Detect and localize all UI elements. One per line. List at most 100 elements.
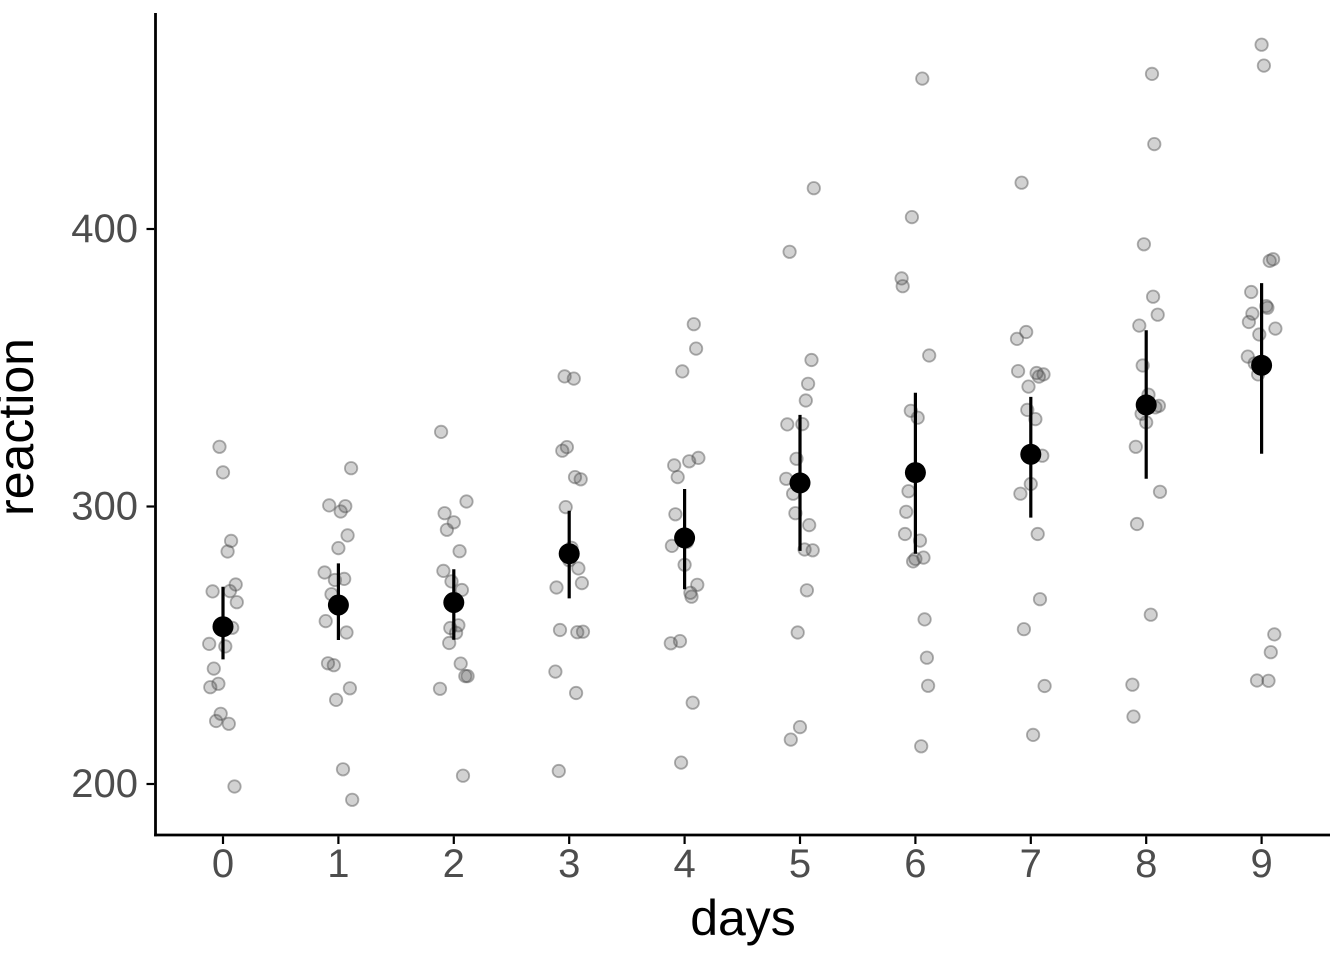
data-point bbox=[919, 650, 935, 665]
data-point bbox=[670, 469, 685, 485]
data-point bbox=[1143, 607, 1158, 622]
data-point bbox=[1252, 327, 1267, 342]
data-point bbox=[333, 504, 348, 519]
data-point bbox=[345, 792, 360, 807]
data-point bbox=[339, 625, 354, 640]
x-tick-label: 8 bbox=[1135, 842, 1157, 886]
data-point bbox=[1032, 592, 1048, 607]
data-point bbox=[691, 450, 706, 465]
data-point bbox=[667, 458, 682, 473]
data-point bbox=[555, 443, 570, 458]
data-point bbox=[446, 515, 461, 530]
data-point bbox=[331, 540, 346, 556]
data-point bbox=[432, 681, 448, 696]
x-axis-title: days bbox=[690, 890, 796, 946]
data-point bbox=[688, 341, 704, 356]
data-point bbox=[1254, 37, 1269, 52]
mean-point bbox=[558, 543, 580, 565]
data-point bbox=[915, 71, 930, 86]
y-axis-title: reaction bbox=[0, 338, 44, 516]
data-point bbox=[453, 656, 468, 671]
data-point bbox=[220, 544, 235, 559]
data-point bbox=[338, 499, 353, 514]
mean-point bbox=[443, 592, 465, 613]
x-tick-label: 2 bbox=[443, 842, 465, 886]
data-point bbox=[663, 636, 678, 651]
data-point bbox=[335, 762, 351, 777]
data-point bbox=[317, 565, 332, 580]
data-point bbox=[901, 484, 916, 499]
data-point bbox=[1019, 324, 1034, 340]
data-point bbox=[790, 625, 805, 640]
mean-errorbar-layer bbox=[212, 283, 1273, 660]
data-point bbox=[1262, 253, 1277, 268]
data-point bbox=[1010, 363, 1026, 379]
data-point bbox=[558, 499, 573, 515]
data-point bbox=[1261, 673, 1276, 688]
x-tick-label: 3 bbox=[558, 842, 580, 886]
data-point bbox=[905, 554, 921, 569]
data-point bbox=[551, 763, 566, 779]
data-point bbox=[455, 768, 471, 783]
data-point bbox=[575, 624, 591, 639]
data-point bbox=[1245, 306, 1260, 321]
data-point bbox=[224, 533, 239, 549]
data-point bbox=[920, 678, 936, 693]
data-point bbox=[203, 680, 218, 695]
data-point bbox=[782, 244, 797, 259]
data-point bbox=[1126, 709, 1141, 724]
x-tick-label: 4 bbox=[673, 842, 695, 886]
data-point bbox=[442, 635, 457, 651]
data-point bbox=[668, 507, 683, 522]
data-point bbox=[458, 668, 473, 684]
mean-point bbox=[1251, 354, 1273, 376]
data-point bbox=[917, 612, 932, 627]
data-point bbox=[1268, 321, 1283, 336]
data-point bbox=[799, 583, 815, 598]
data-point bbox=[897, 526, 913, 542]
data-point bbox=[570, 625, 585, 640]
data-point bbox=[228, 577, 243, 592]
x-tick-label: 5 bbox=[789, 842, 811, 886]
data-point bbox=[229, 595, 244, 610]
data-point bbox=[673, 755, 689, 770]
data-point bbox=[904, 210, 920, 225]
data-point bbox=[1014, 175, 1029, 190]
data-point bbox=[800, 376, 816, 391]
data-point bbox=[1263, 645, 1278, 660]
data-point bbox=[916, 550, 931, 565]
data-point bbox=[320, 656, 336, 671]
data-point bbox=[798, 393, 813, 408]
axes-layer: 200 300 400 0 1 2 3 4 5 6 7 8 9 bbox=[71, 13, 1330, 886]
data-point bbox=[567, 469, 583, 485]
data-point bbox=[557, 369, 572, 384]
data-point bbox=[804, 352, 819, 368]
data-point bbox=[209, 713, 224, 729]
data-point bbox=[571, 561, 586, 576]
data-point bbox=[1244, 284, 1259, 300]
data-point bbox=[1256, 58, 1272, 73]
data-point bbox=[1013, 486, 1028, 501]
data-point bbox=[437, 506, 452, 521]
data-point bbox=[780, 417, 795, 432]
mean-point bbox=[674, 527, 696, 549]
x-tick-label: 0 bbox=[212, 842, 234, 886]
x-tick-label: 7 bbox=[1020, 842, 1042, 886]
data-point bbox=[1030, 526, 1045, 542]
data-point bbox=[894, 271, 909, 286]
data-point bbox=[566, 371, 581, 386]
data-point bbox=[322, 498, 337, 513]
data-point bbox=[439, 522, 454, 537]
data-point bbox=[1016, 622, 1032, 637]
data-point bbox=[1249, 673, 1265, 688]
data-point bbox=[559, 439, 575, 455]
data-point bbox=[922, 348, 937, 363]
data-point bbox=[1026, 727, 1041, 743]
raw-points-layer bbox=[202, 37, 1283, 807]
data-point bbox=[1152, 484, 1168, 499]
data-point bbox=[1036, 367, 1051, 382]
data-point bbox=[548, 664, 563, 679]
data-point bbox=[1240, 349, 1255, 364]
mean-point bbox=[212, 616, 234, 638]
